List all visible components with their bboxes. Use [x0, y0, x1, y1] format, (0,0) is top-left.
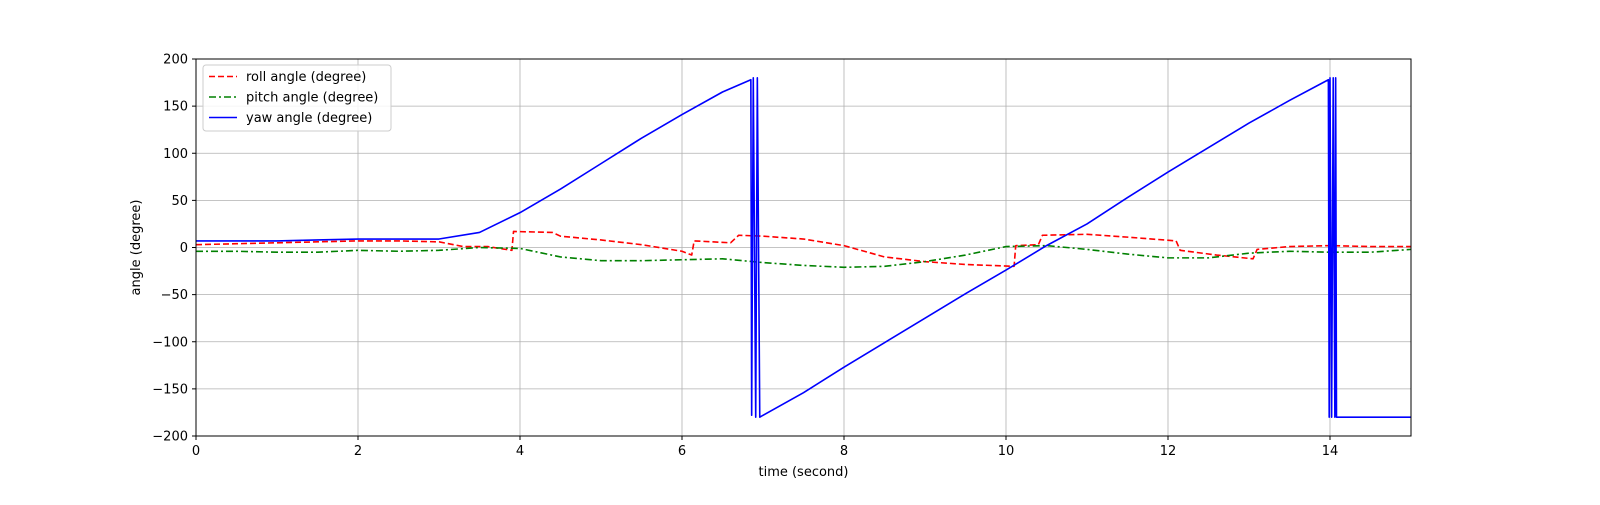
axis-ticks: 0 2 4 6 8 10 12 14 −200 −150 −100 −50 0 50 100 150 200	[152, 53, 1338, 460]
roll-angle-line	[195, 230, 1411, 268]
x-tick-label: 14	[1322, 444, 1339, 459]
legend: roll angle (degree) pitch angle (degree) y…	[202, 64, 392, 132]
y-tick-label: −50	[161, 288, 188, 303]
y-axis-title: angle (degree)	[129, 200, 144, 296]
legend-label-roll-angle: roll angle (degree)	[246, 70, 366, 85]
series-layer	[195, 77, 1412, 418]
y-tick-label: 0	[180, 241, 188, 256]
x-tick-label: 10	[998, 444, 1015, 459]
y-tick-label: −100	[152, 335, 188, 350]
y-tick-label: 200	[163, 53, 188, 68]
yaw-angle-line	[196, 77, 1411, 418]
legend-box	[202, 64, 392, 132]
legend-label-pitch-angle: pitch angle (degree)	[246, 91, 378, 106]
y-tick-label: 50	[171, 194, 188, 209]
y-tick-label: 100	[163, 147, 188, 162]
y-tick-label: −150	[152, 382, 188, 397]
legend-label-yaw-angle: yaw angle (degree)	[246, 111, 372, 126]
pitch-angle-line	[196, 244, 1412, 269]
x-tick-label: 2	[354, 444, 362, 459]
x-tick-label: 4	[516, 444, 524, 459]
x-axis-title: time (second)	[758, 465, 848, 480]
x-tick-label: 6	[678, 444, 686, 459]
x-tick-label: 8	[840, 444, 848, 459]
y-tick-label: 150	[163, 100, 188, 115]
x-tick-label: 12	[1160, 444, 1177, 459]
x-tick-label: 0	[192, 444, 200, 459]
y-tick-label: −200	[152, 430, 188, 445]
